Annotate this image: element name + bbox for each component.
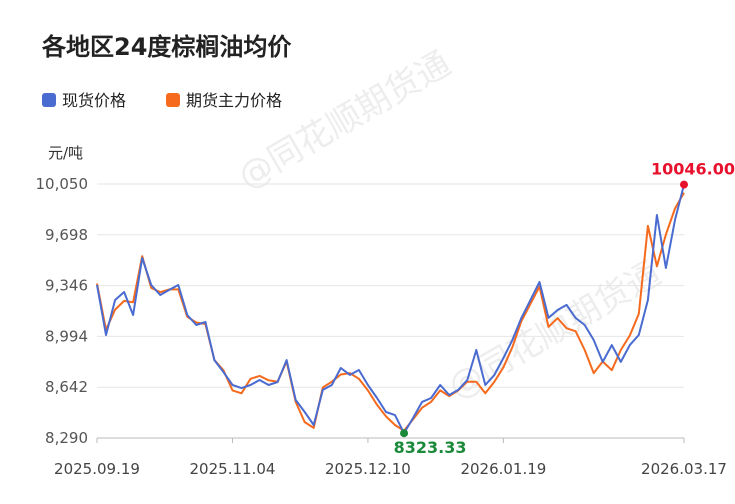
x-tick-label: 2025.11.04	[190, 460, 276, 478]
line-series	[96, 184, 685, 435]
y-tick-label: 9,698	[45, 226, 88, 244]
legend-swatch	[166, 93, 180, 107]
y-tick-label: 10,050	[36, 175, 89, 193]
watermark: @同花顺期货通	[441, 254, 667, 408]
legend-label: 现货价格	[62, 91, 126, 110]
min-point	[400, 429, 409, 438]
x-tick-label: 2025.09.19	[54, 460, 140, 478]
legend-label: 期货主力价格	[186, 91, 282, 110]
line-series	[96, 192, 685, 432]
y-tick-label: 8,642	[45, 378, 88, 396]
y-unit: 元/吨	[48, 144, 83, 162]
min-label: 8323.33	[394, 438, 467, 457]
max-point	[680, 180, 688, 189]
x-tick-label: 2026.03.17	[641, 460, 727, 478]
y-tick-label: 9,346	[45, 277, 88, 295]
chart-title: 各地区24度棕榈油均价	[41, 33, 292, 61]
x-tick-label: 2025.12.10	[325, 460, 411, 478]
legend-swatch	[42, 93, 56, 107]
y-tick-label: 8,290	[45, 429, 88, 447]
x-tick-label: 2026.01.19	[460, 460, 546, 478]
max-label: 10046.00	[651, 160, 735, 179]
watermark: @同花顺期货通	[231, 44, 457, 198]
y-tick-label: 8,994	[45, 327, 88, 345]
